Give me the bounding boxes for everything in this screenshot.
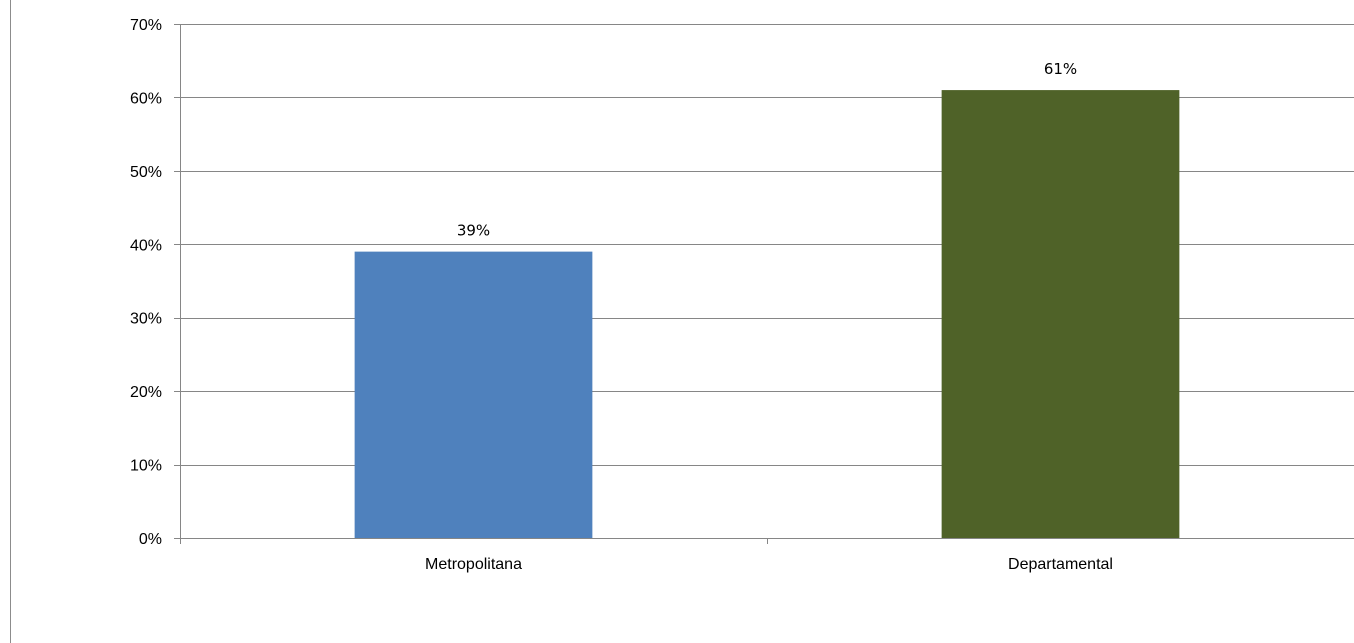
y-tick-label-5: 50%: [130, 164, 162, 181]
bars: [354, 90, 1180, 538]
y-tick-label-6: 60%: [130, 90, 162, 107]
y-tick-label-3: 30%: [130, 311, 162, 328]
x-tick-label-departamental: Departamental: [1008, 556, 1113, 573]
y-tick-label-0: 0%: [139, 531, 162, 548]
x-tick-label-metropolitana: Metropolitana: [425, 556, 522, 573]
axes: [174, 24, 1354, 544]
y-tick-label-1: 10%: [130, 458, 162, 475]
labels: 0% 10% 20% 30% 40% 50% 60% 70% 39% Metropolitana 6…: [130, 17, 1113, 573]
data-label-metropolitana: 39%: [457, 222, 490, 240]
data-label-departamental: 61%: [1044, 60, 1077, 78]
bar-metropolitana: [354, 251, 593, 538]
bar-departamental: [941, 90, 1180, 538]
y-tick-label-7: 70%: [130, 17, 162, 34]
y-tick-label-2: 20%: [130, 384, 162, 401]
chart-frame: [10, 0, 1354, 643]
y-tick-label-4: 40%: [130, 237, 162, 254]
